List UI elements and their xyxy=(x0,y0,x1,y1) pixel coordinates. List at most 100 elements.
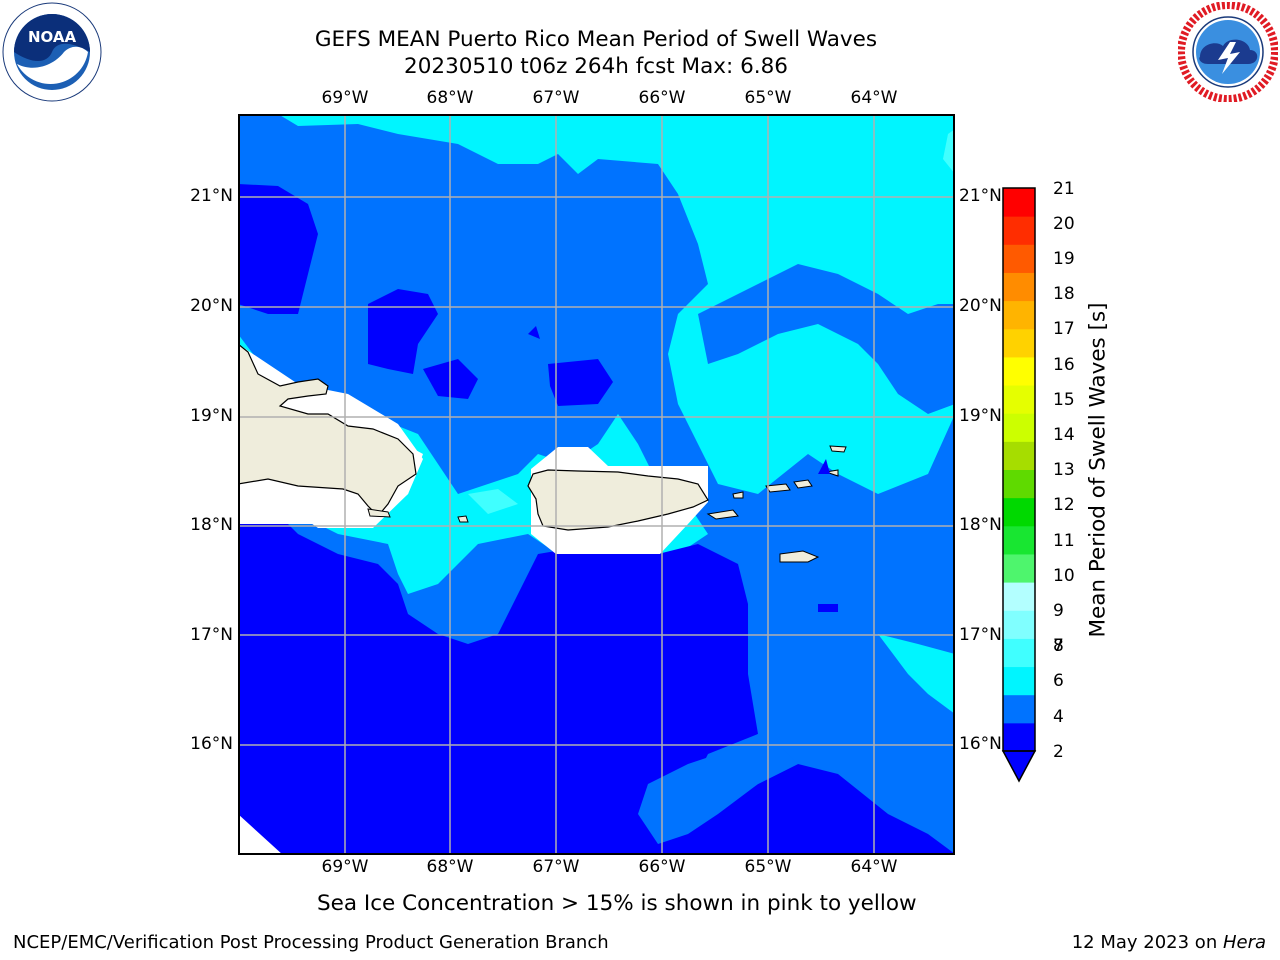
lon-label-bottom: 65°W xyxy=(744,857,792,877)
light-cyan-patch xyxy=(468,489,518,514)
colorbar-tick: 2 xyxy=(1053,742,1064,762)
island-small xyxy=(367,508,391,518)
dark-blue-mid xyxy=(548,359,613,406)
lat-label-right: 16°N xyxy=(959,734,1002,754)
dark-blue-speck xyxy=(818,459,830,474)
colorbar-segment xyxy=(1003,188,1035,217)
dark-blue-dot xyxy=(528,326,540,339)
colorbar-tick: 8 xyxy=(1053,636,1064,656)
virgin-island xyxy=(793,479,813,489)
footer-date: 12 May 2023 on Hera xyxy=(1072,932,1266,953)
colorbar-tick: 19 xyxy=(1053,249,1075,269)
chart-title: GEFS MEAN Puerto Rico Mean Period of Swe… xyxy=(314,27,878,52)
cyan-patch-se xyxy=(878,634,955,714)
colorbar-tick: 12 xyxy=(1053,495,1075,515)
virgin-island xyxy=(706,509,739,520)
blue-inlet-se xyxy=(698,734,798,804)
colorbar-tick: 20 xyxy=(1053,214,1075,234)
colorbar-extend-arrow xyxy=(1001,750,1037,783)
colorbar-frame xyxy=(1002,187,1036,752)
colorbar-segment xyxy=(1003,469,1035,499)
lat-label-right: 17°N xyxy=(959,625,1002,645)
lat-label-right: 21°N xyxy=(959,186,1002,206)
noaa-logo-icon: NOAA xyxy=(2,2,102,102)
colorbar-segment xyxy=(1003,413,1035,442)
lat-label-left: 19°N xyxy=(190,406,233,426)
colorbar-segment xyxy=(1003,385,1035,414)
colorbar-tick: 13 xyxy=(1053,460,1075,480)
lon-label-top: 69°W xyxy=(321,88,369,108)
colorbar-tick: 15 xyxy=(1053,390,1075,410)
lon-label-top: 64°W xyxy=(850,88,898,108)
colorbar xyxy=(1001,187,1037,783)
colorbar-segment xyxy=(1003,216,1035,245)
colorbar-segment xyxy=(1003,582,1035,611)
lon-label-bottom: 67°W xyxy=(532,857,580,877)
lat-label-left: 17°N xyxy=(190,625,233,645)
lat-label-right: 18°N xyxy=(959,515,1002,535)
lat-label-left: 18°N xyxy=(190,515,233,535)
colorbar-tick: 4 xyxy=(1053,707,1064,727)
blue-pocket-east xyxy=(698,264,955,414)
light-cyan-patch-ne xyxy=(943,129,955,174)
chart-subtitle: 20230510 t06z 264h fcst Max: 6.86 xyxy=(404,54,788,79)
lon-label-bottom: 64°W xyxy=(850,857,898,877)
svg-text:NOAA: NOAA xyxy=(28,28,77,46)
lon-label-top: 67°W xyxy=(532,88,580,108)
colorbar-tick: 18 xyxy=(1053,284,1075,304)
graticule xyxy=(238,114,955,855)
colorbar-tick: 11 xyxy=(1053,531,1075,551)
colorbar-tick: 6 xyxy=(1053,671,1064,691)
hispaniola-island xyxy=(238,343,417,517)
lon-label-bottom: 69°W xyxy=(321,857,369,877)
colorbar-segment xyxy=(1003,722,1035,752)
colorbar-segment xyxy=(1003,441,1035,470)
lat-label-right: 19°N xyxy=(959,406,1002,426)
colorbar-segment xyxy=(1003,525,1035,555)
colorbar-tick: 17 xyxy=(1053,319,1075,339)
colorbar-tick: 9 xyxy=(1053,601,1064,621)
lat-label-left: 16°N xyxy=(190,734,233,754)
colorbar-tick: 10 xyxy=(1053,566,1075,586)
anguilla-island xyxy=(829,445,847,453)
colorbar-tick: 16 xyxy=(1053,355,1075,375)
footer-machine: Hera xyxy=(1222,932,1266,953)
colorbar-segment xyxy=(1003,497,1035,527)
nws-logo-icon xyxy=(1177,1,1279,103)
dark-blue-nw xyxy=(238,184,318,314)
colorbar-tick: 21 xyxy=(1053,179,1075,199)
colorbar-segment xyxy=(1003,272,1035,302)
white-corner-sw xyxy=(238,814,283,855)
map-frame xyxy=(238,114,955,855)
colorbar-segment xyxy=(1003,638,1035,668)
lat-label-left: 20°N xyxy=(190,296,233,316)
colorbar-segment xyxy=(1003,553,1035,583)
dark-blue-n xyxy=(368,289,438,374)
lon-label-bottom: 68°W xyxy=(426,857,474,877)
colorbar-tick: 14 xyxy=(1053,425,1075,445)
mona-island xyxy=(457,515,469,523)
puerto-rico-island xyxy=(527,469,709,531)
colorbar-tick: 7 xyxy=(1053,636,1064,656)
colorbar-segment xyxy=(1003,666,1035,696)
cyan-region-ne xyxy=(278,114,955,494)
dark-blue-south xyxy=(238,504,955,855)
lon-label-top: 68°W xyxy=(426,88,474,108)
colorbar-segment xyxy=(1003,356,1035,386)
swell-period-map xyxy=(238,114,955,855)
sea-ice-note: Sea Ice Concentration > 15% is shown in … xyxy=(317,891,917,916)
colorbar-segment xyxy=(1003,694,1035,724)
footer-credit: NCEP/EMC/Verification Post Processing Pr… xyxy=(13,932,609,953)
lat-label-right: 20°N xyxy=(959,296,1002,316)
dark-blue-speck xyxy=(818,604,838,612)
lat-label-left: 21°N xyxy=(190,186,233,206)
colorbar-label: Mean Period of Swell Waves [s] xyxy=(1085,302,1111,638)
virgin-island xyxy=(765,483,791,493)
colorbar-segment xyxy=(1003,328,1035,358)
lon-label-top: 65°W xyxy=(744,88,792,108)
colorbar-segment xyxy=(1003,610,1035,639)
st-croix-island xyxy=(779,550,820,563)
virgin-island xyxy=(732,491,744,499)
colorbar-segment xyxy=(1003,300,1035,330)
colorbar-segment xyxy=(1003,244,1035,273)
